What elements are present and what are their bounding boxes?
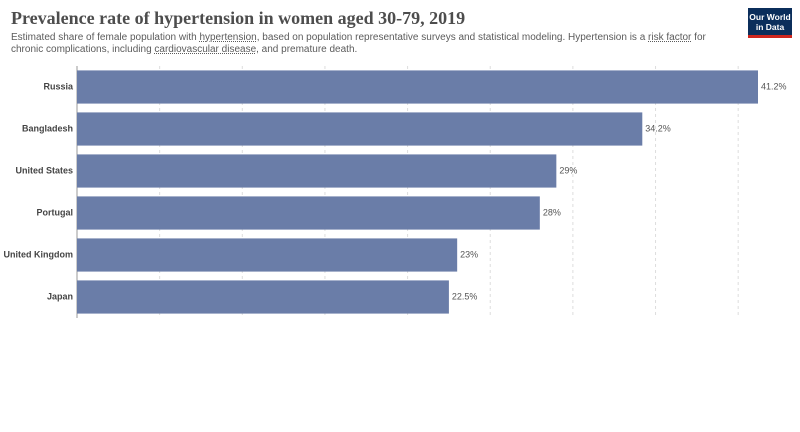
bar bbox=[77, 70, 758, 104]
y-tick-label: Portugal bbox=[36, 207, 73, 217]
subtitle-text: , based on population representative sur… bbox=[256, 32, 649, 43]
bar bbox=[77, 154, 557, 188]
chart-title: Prevalence rate of hypertension in women… bbox=[11, 8, 466, 28]
value-label: 34.2% bbox=[645, 123, 671, 133]
value-label: 28% bbox=[543, 207, 561, 217]
y-tick-label: Bangladesh bbox=[22, 123, 73, 133]
subtitle-text: Estimated share of female population wit… bbox=[11, 32, 200, 43]
y-tick-label: Japan bbox=[47, 291, 73, 301]
value-label: 41.2% bbox=[761, 81, 787, 91]
subtitle-link[interactable]: risk factor bbox=[648, 32, 692, 43]
y-tick-label: United States bbox=[15, 165, 73, 175]
value-label: 29% bbox=[559, 165, 577, 175]
subtitle-text: for chronic complications, including bbox=[11, 32, 706, 55]
y-tick-label: Russia bbox=[43, 81, 74, 91]
value-label: 22.5% bbox=[452, 291, 478, 301]
bar bbox=[77, 112, 643, 146]
subtitle-link[interactable]: hypertension bbox=[199, 32, 257, 43]
logo[interactable]: Our World in Data bbox=[748, 8, 792, 38]
bar bbox=[77, 238, 458, 272]
bar bbox=[77, 196, 540, 230]
bar bbox=[77, 280, 449, 314]
subtitle-text: , and premature death. bbox=[256, 44, 358, 55]
y-tick-label: United Kingdom bbox=[4, 249, 74, 259]
subtitle-link[interactable]: cardiovascular disease bbox=[154, 44, 257, 55]
chart-subtitle: Estimated share of female population wit… bbox=[11, 32, 731, 56]
value-label: 23% bbox=[460, 249, 478, 259]
